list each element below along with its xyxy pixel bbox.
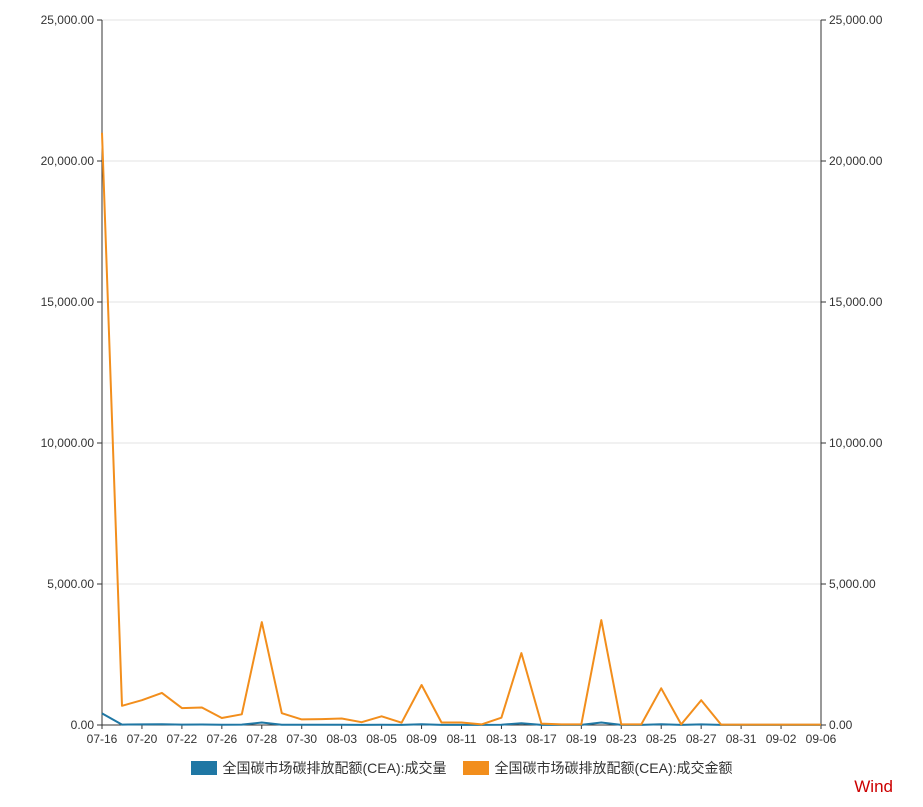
x-tick-label: 08-25 — [646, 732, 677, 746]
y-left-tick-label: 0.00 — [71, 718, 95, 732]
grid-lines — [102, 19, 821, 585]
x-tick-label: 07-30 — [286, 732, 317, 746]
series-line-amount — [101, 132, 821, 726]
y-right-tick-label: 25,000.00 — [829, 13, 883, 27]
y-right-tick-label: 0.00 — [829, 718, 853, 732]
x-tick-label: 09-06 — [806, 732, 837, 746]
x-tick-label: 09-02 — [766, 732, 797, 746]
legend-label-volume: 全国碳市场碳排放配额(CEA):成交量 — [222, 760, 447, 776]
y-right-tick-label: 20,000.00 — [829, 154, 883, 168]
x-tick-label: 08-11 — [447, 732, 477, 746]
y-right-tick-label: 10,000.00 — [829, 436, 883, 450]
y-axis-right-labels: 0.00 5,000.00 10,000.00 15,000.00 20,000.00 2… — [829, 13, 883, 732]
legend: 全国碳市场碳排放配额(CEA):成交量 全国碳市场碳排放配额(CEA):成交金额 — [0, 756, 923, 780]
y-left-tick-label: 5,000.00 — [47, 577, 94, 591]
series-lines — [101, 132, 821, 726]
x-tick-label: 08-09 — [406, 732, 437, 746]
x-tick-label: 08-23 — [606, 732, 637, 746]
y-right-tick-label: 5,000.00 — [829, 577, 876, 591]
legend-item-volume[interactable]: 全国碳市场碳排放配额(CEA):成交量 — [190, 758, 447, 778]
legend-label-amount: 全国碳市场碳排放配额(CEA):成交金额 — [494, 760, 733, 776]
x-axis-labels: 07-16 07-20 07-22 07-26 07-28 07-30 08-03 08-05… — [87, 732, 837, 746]
y-axis-left-labels: 0.00 5,000.00 10,000.00 15,000.00 20,000.00 2… — [41, 13, 95, 732]
y-left-tick-label: 25,000.00 — [41, 13, 95, 27]
x-tick-label: 08-27 — [686, 732, 717, 746]
legend-item-amount[interactable]: 全国碳市场碳排放配额(CEA):成交金额 — [462, 758, 733, 778]
x-tick-label: 07-20 — [127, 732, 158, 746]
x-tick-label: 07-26 — [206, 732, 237, 746]
x-tick-label: 07-22 — [167, 732, 198, 746]
x-tick-label: 08-19 — [566, 732, 597, 746]
y-left-tick-label: 15,000.00 — [41, 295, 95, 309]
x-tick-label: 08-05 — [366, 732, 397, 746]
legend-swatch-volume — [190, 761, 217, 775]
x-tick-label: 08-13 — [486, 732, 517, 746]
series-line-volume — [101, 712, 821, 726]
x-tick-label: 08-17 — [526, 732, 557, 746]
y-left-tick-label: 10,000.00 — [41, 436, 95, 450]
y-right-tick-label: 15,000.00 — [829, 295, 883, 309]
axes — [97, 19, 826, 729]
legend-swatch-amount — [462, 761, 489, 775]
x-tick-label: 08-31 — [726, 732, 757, 746]
watermark: Wind — [854, 777, 893, 796]
y-left-tick-label: 20,000.00 — [41, 154, 95, 168]
x-tick-label: 07-16 — [87, 732, 118, 746]
x-tick-label: 07-28 — [246, 732, 277, 746]
x-tick-label: 08-03 — [326, 732, 357, 746]
